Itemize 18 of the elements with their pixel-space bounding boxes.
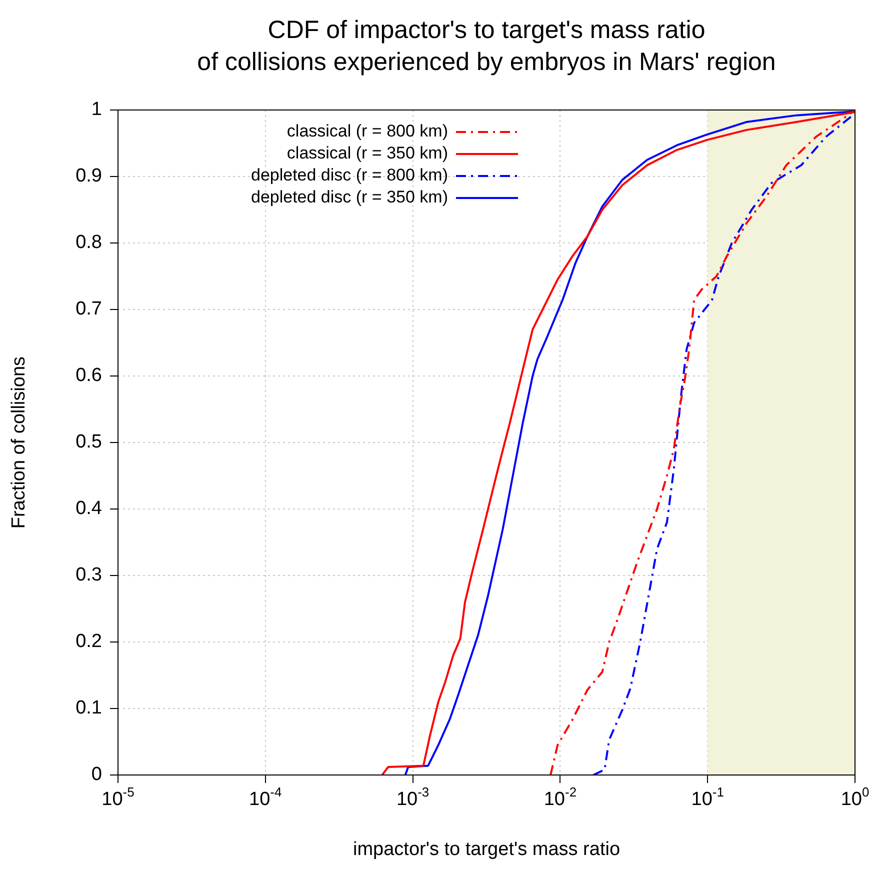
y-tick-label: 0.6 (76, 365, 102, 386)
legend-label: depleted disc (r = 350 km) (250, 188, 448, 207)
y-tick-label: 0 (91, 764, 102, 786)
y-tick-label: 0.9 (76, 166, 102, 187)
y-axis-title: Fraction of collisions (8, 356, 30, 529)
legend-label: depleted disc (r = 800 km) (250, 166, 448, 185)
legend-label: classical (r = 350 km) (286, 144, 448, 163)
y-tick-label: 0.4 (76, 498, 102, 520)
y-tick-label: 0.7 (76, 298, 102, 320)
legend-label: classical (r = 800 km) (286, 122, 448, 141)
x-axis-title: impactor's to target's mass ratio (352, 838, 620, 860)
y-tick-label: 0.3 (76, 564, 102, 586)
y-tick-label: 0.5 (76, 432, 102, 453)
chart-title: CDF of impactor's to target's mass ratio of collisions experienced by embryos in Mars' region (197, 16, 776, 76)
y-tick-label: 0.8 (76, 232, 102, 254)
y-tick-label: 0.2 (76, 631, 102, 652)
y-tick-label: 1 (91, 99, 102, 120)
y-tick-label: 0.1 (76, 698, 102, 719)
